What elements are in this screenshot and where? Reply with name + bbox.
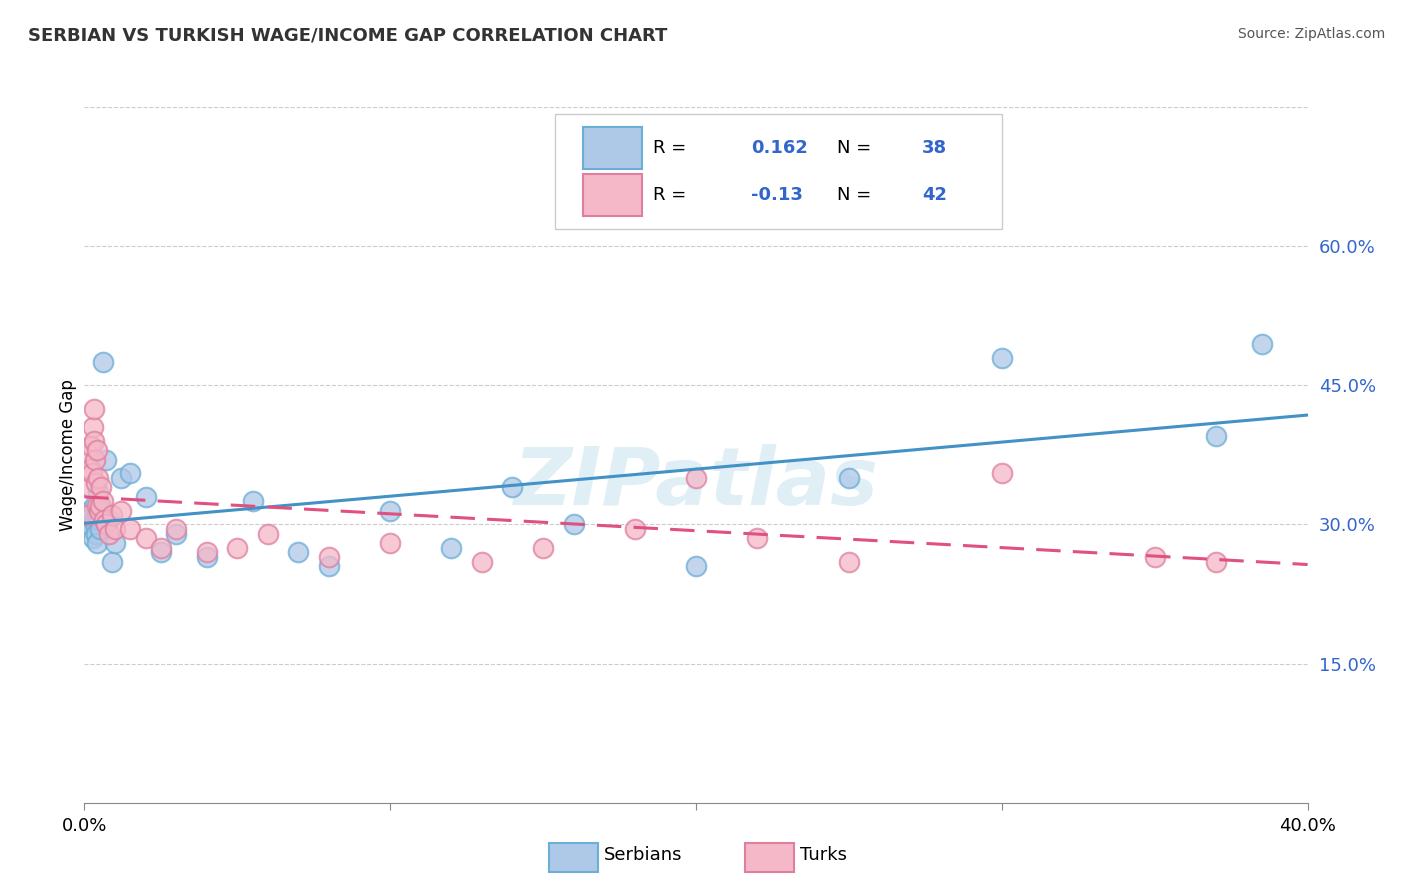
Point [86,443,108,458]
Point [77,508,100,523]
Point [80,439,103,453]
Point [110,471,132,485]
Point [165,522,187,536]
Point [195,549,218,564]
Point [685,471,707,485]
Point [1205,555,1227,569]
Point [1250,336,1272,351]
Text: SERBIAN VS TURKISH WAGE/INCOME GAP CORRELATION CHART: SERBIAN VS TURKISH WAGE/INCOME GAP CORRE… [28,27,668,45]
Point [318,559,340,574]
Point [991,467,1014,481]
Point [77,517,100,532]
Point [531,541,554,555]
Point [89,522,111,536]
Point [91,494,114,508]
Point [502,480,524,494]
Point [80,522,103,536]
Point [1143,549,1166,564]
Point [79,503,101,517]
Point [135,490,157,504]
Point [97,526,120,541]
Point [242,494,264,508]
Text: 0.162: 0.162 [751,138,808,157]
Point [104,522,127,536]
Point [94,517,117,532]
Point [991,351,1014,365]
Point [84,526,107,541]
Point [89,499,111,513]
Text: R =: R = [654,186,692,204]
Text: R =: R = [654,138,692,157]
Point [83,499,105,513]
FancyBboxPatch shape [583,174,643,216]
Point [87,471,110,485]
Text: N =: N = [837,138,876,157]
Point [87,485,110,500]
Text: N =: N = [837,186,876,204]
Point [149,541,172,555]
Point [195,545,218,559]
Text: 38: 38 [922,138,948,157]
Point [562,517,585,532]
Point [79,480,101,494]
Point [82,532,104,546]
Point [226,541,249,555]
Point [120,522,142,536]
Point [84,517,107,532]
FancyBboxPatch shape [550,843,598,872]
Point [380,536,402,550]
Point [90,480,112,494]
Point [257,526,280,541]
Text: -0.13: -0.13 [751,186,803,204]
Point [104,536,127,550]
Point [838,555,860,569]
Point [83,513,105,527]
Point [83,434,105,448]
Point [440,541,463,555]
Point [380,503,402,517]
Point [79,462,101,476]
Point [82,420,104,434]
Point [471,555,494,569]
Point [318,549,340,564]
Point [84,452,107,467]
FancyBboxPatch shape [745,843,794,872]
Point [93,513,115,527]
Point [86,499,108,513]
FancyBboxPatch shape [583,127,643,169]
Point [94,452,117,467]
Point [86,508,108,523]
Point [87,503,110,517]
Point [97,513,120,527]
Text: Source: ZipAtlas.com: Source: ZipAtlas.com [1237,27,1385,41]
Text: Serbians: Serbians [605,846,683,864]
Point [135,532,157,546]
Point [287,545,309,559]
Point [77,448,100,462]
Point [84,475,107,490]
Text: 42: 42 [922,186,948,204]
Point [87,513,110,527]
Point [83,401,105,416]
Point [101,555,124,569]
Point [1205,429,1227,443]
Point [624,522,647,536]
Point [86,536,108,550]
Point [101,508,124,523]
Text: ZIPatlas: ZIPatlas [513,443,879,522]
Y-axis label: Wage/Income Gap: Wage/Income Gap [59,379,77,531]
Point [165,526,187,541]
Point [90,499,112,513]
Point [91,355,114,369]
Point [838,471,860,485]
FancyBboxPatch shape [555,114,1002,229]
Text: Turks: Turks [800,846,846,864]
Point [80,467,103,481]
Point [149,545,172,559]
Point [120,467,142,481]
Point [747,532,769,546]
Point [80,508,103,523]
Point [110,503,132,517]
Point [685,559,707,574]
